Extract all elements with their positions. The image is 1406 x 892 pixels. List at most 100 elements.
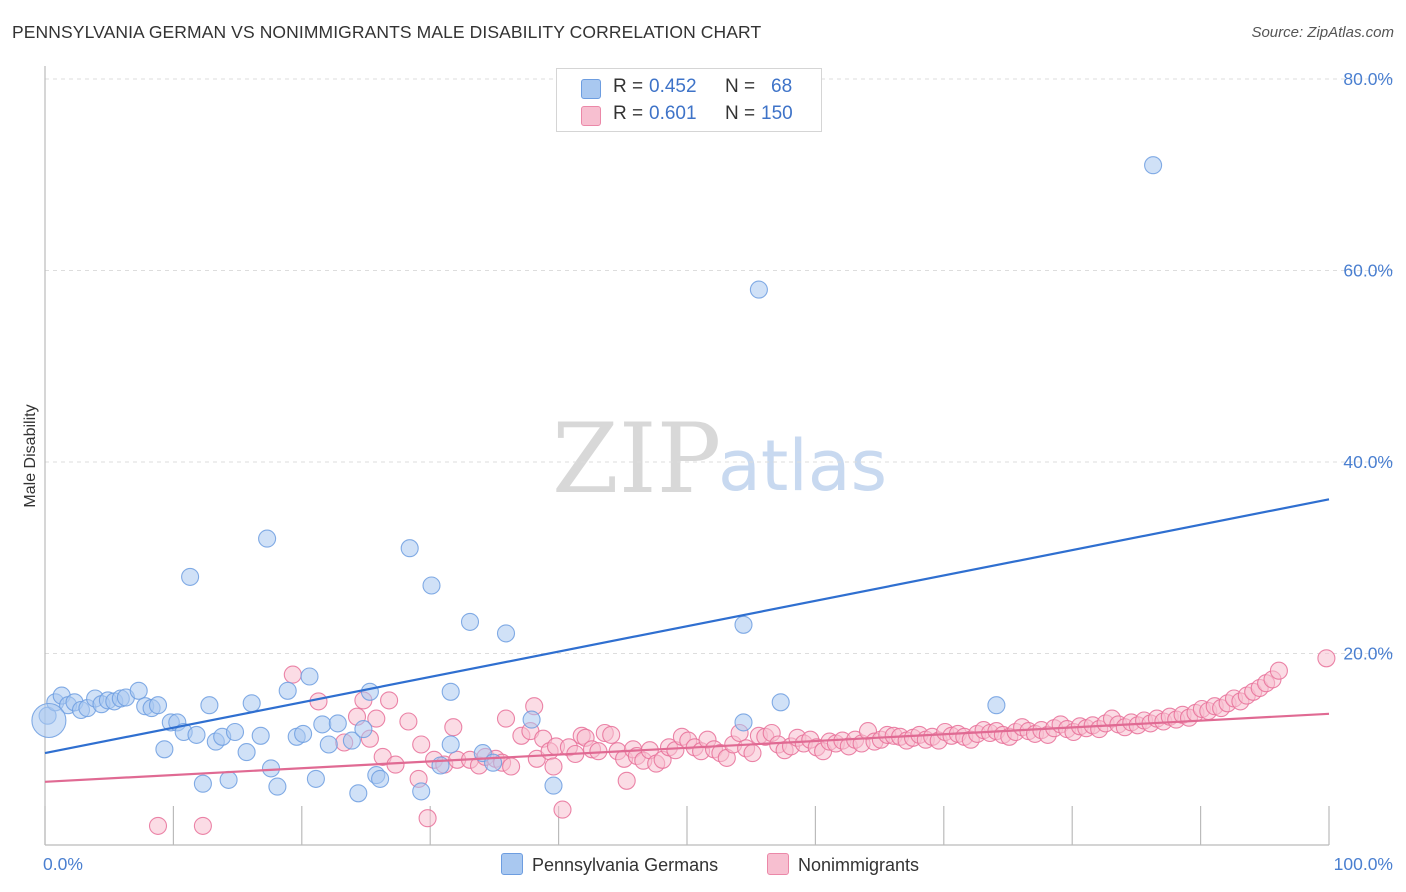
- pennsylvania-point: [544, 776, 563, 795]
- pennsylvania-point: [242, 694, 261, 713]
- stats-row-pennsylvania: R = 0.452 N = 68: [557, 74, 821, 102]
- nonimmigrants-points: [148, 649, 1336, 835]
- pennsylvania-point: [306, 769, 325, 788]
- pennsylvania-point: [155, 740, 174, 759]
- watermark-atlas: atlas: [718, 425, 887, 507]
- pennsylvania-point: [441, 682, 460, 701]
- y-tick-label: 60.0%: [1343, 261, 1393, 281]
- nonimmigrant-point: [602, 725, 621, 744]
- pennsylvania-point: [328, 714, 347, 733]
- pennsylvania-point: [771, 693, 790, 712]
- tick-labels: 20.0% 40.0% 60.0% 80.0% 0.0% 100.0%: [43, 69, 1393, 874]
- grid: [45, 78, 1393, 654]
- nonimmigrant-point: [380, 691, 399, 710]
- pennsylvania-point: [129, 681, 148, 700]
- nonimmigrant-point: [444, 718, 463, 737]
- chart-title: PENNSYLVANIA GERMAN VS NONIMMIGRANTS MAL…: [12, 22, 762, 42]
- source-label: Source: ZipAtlas.com: [1251, 24, 1394, 41]
- legend-item-pennsylvania: Pennsylvania Germans: [501, 853, 718, 876]
- r-label: R =: [613, 76, 644, 97]
- pennsylvania-point: [278, 681, 297, 700]
- n-label: N =: [725, 103, 756, 124]
- y-axis-label: Male Disability: [22, 404, 39, 507]
- n-label: N =: [725, 76, 756, 97]
- nonimmigrant-point: [193, 816, 212, 835]
- stats-row-nonimmigrants: R = 0.601 N = 150: [557, 101, 821, 129]
- pennsylvania-point: [313, 715, 332, 734]
- pennsylvania-point: [319, 735, 338, 754]
- pennsylvania-point: [31, 702, 67, 739]
- r-value: 0.601: [649, 103, 697, 124]
- trend-line-nonimmigrants: [44, 712, 1330, 783]
- pennsylvania-point: [225, 722, 245, 742]
- pennsylvania-point: [268, 777, 287, 796]
- nonimmigrant-point: [1317, 649, 1336, 668]
- nonimmigrant-point: [544, 757, 563, 776]
- nonimmigrant-point: [743, 744, 762, 763]
- pennsylvania-point: [496, 624, 516, 643]
- pennsylvania-point: [237, 743, 256, 762]
- pennsylvania-point: [460, 612, 480, 631]
- pennsylvania-point: [251, 726, 270, 745]
- watermark: ZIP atlas: [552, 403, 887, 515]
- trend-line-pennsylvania: [44, 498, 1330, 755]
- nonimmigrant-point: [367, 709, 386, 728]
- stats-legend: R = 0.452 N = 68 R = 0.601 N = 150: [556, 68, 822, 132]
- pennsylvania-point: [734, 615, 753, 634]
- nonimmigrant-point: [502, 757, 521, 776]
- pennsylvania-point: [371, 769, 390, 788]
- r-label: R =: [613, 103, 644, 124]
- watermark-zip: ZIP: [552, 403, 721, 515]
- swatch-pennsylvania: [581, 79, 601, 99]
- pennsylvania-point: [187, 725, 206, 744]
- r-value: 0.452: [649, 76, 697, 97]
- legend-label-pennsylvania: Pennsylvania Germans: [532, 855, 719, 875]
- pennsylvania-point: [522, 710, 541, 729]
- nonimmigrant-point: [1269, 661, 1288, 680]
- pennsylvania-point: [360, 682, 379, 701]
- y-tick-label: 80.0%: [1343, 69, 1393, 89]
- legend-item-nonimmigrants: Nonimmigrants: [767, 853, 919, 876]
- pennsylvania-point: [219, 770, 238, 789]
- pennsylvania-point: [354, 720, 373, 739]
- nonimmigrant-point: [283, 665, 302, 684]
- nonimmigrant-point: [399, 712, 418, 731]
- pennsylvania-point: [734, 713, 753, 732]
- nonimmigrant-point: [309, 692, 328, 711]
- pennsylvania-point: [412, 782, 431, 801]
- nonimmigrant-point: [496, 709, 516, 728]
- pennsylvania-point: [749, 280, 768, 299]
- y-tick-label: 40.0%: [1343, 452, 1393, 472]
- y-tick-label: 20.0%: [1343, 644, 1393, 664]
- pennsylvania-germans-points: [31, 156, 1163, 803]
- pennsylvania-point: [148, 696, 168, 715]
- pennsylvania-point: [200, 696, 219, 715]
- n-value: 150: [761, 103, 793, 124]
- pennsylvania-point: [1144, 156, 1163, 175]
- pennsylvania-point: [261, 759, 281, 778]
- x-tick-label: 0.0%: [43, 854, 83, 874]
- pennsylvania-point: [300, 667, 319, 686]
- pennsylvania-point: [181, 567, 200, 586]
- pennsylvania-point: [987, 696, 1006, 715]
- legend-swatch-pennsylvania: [501, 853, 523, 875]
- pennsylvania-point: [294, 724, 313, 743]
- trend-lines: [44, 498, 1330, 783]
- pennsylvania-point: [441, 735, 460, 754]
- nonimmigrant-point: [412, 735, 431, 754]
- nonimmigrant-point: [553, 800, 572, 819]
- pennsylvania-point: [400, 539, 419, 558]
- x-tick-label: 100.0%: [1334, 854, 1393, 874]
- nonimmigrant-point: [148, 816, 168, 835]
- n-value: 68: [771, 76, 793, 97]
- pennsylvania-point: [349, 784, 368, 803]
- legend-label-nonimmigrants: Nonimmigrants: [798, 855, 920, 875]
- pennsylvania-point: [193, 774, 212, 793]
- pennsylvania-point: [342, 731, 361, 750]
- nonimmigrant-point: [617, 771, 636, 790]
- swatch-nonimmigrants: [581, 106, 601, 126]
- pennsylvania-point: [258, 529, 277, 548]
- pennsylvania-point: [422, 576, 441, 595]
- nonimmigrant-point: [418, 809, 437, 828]
